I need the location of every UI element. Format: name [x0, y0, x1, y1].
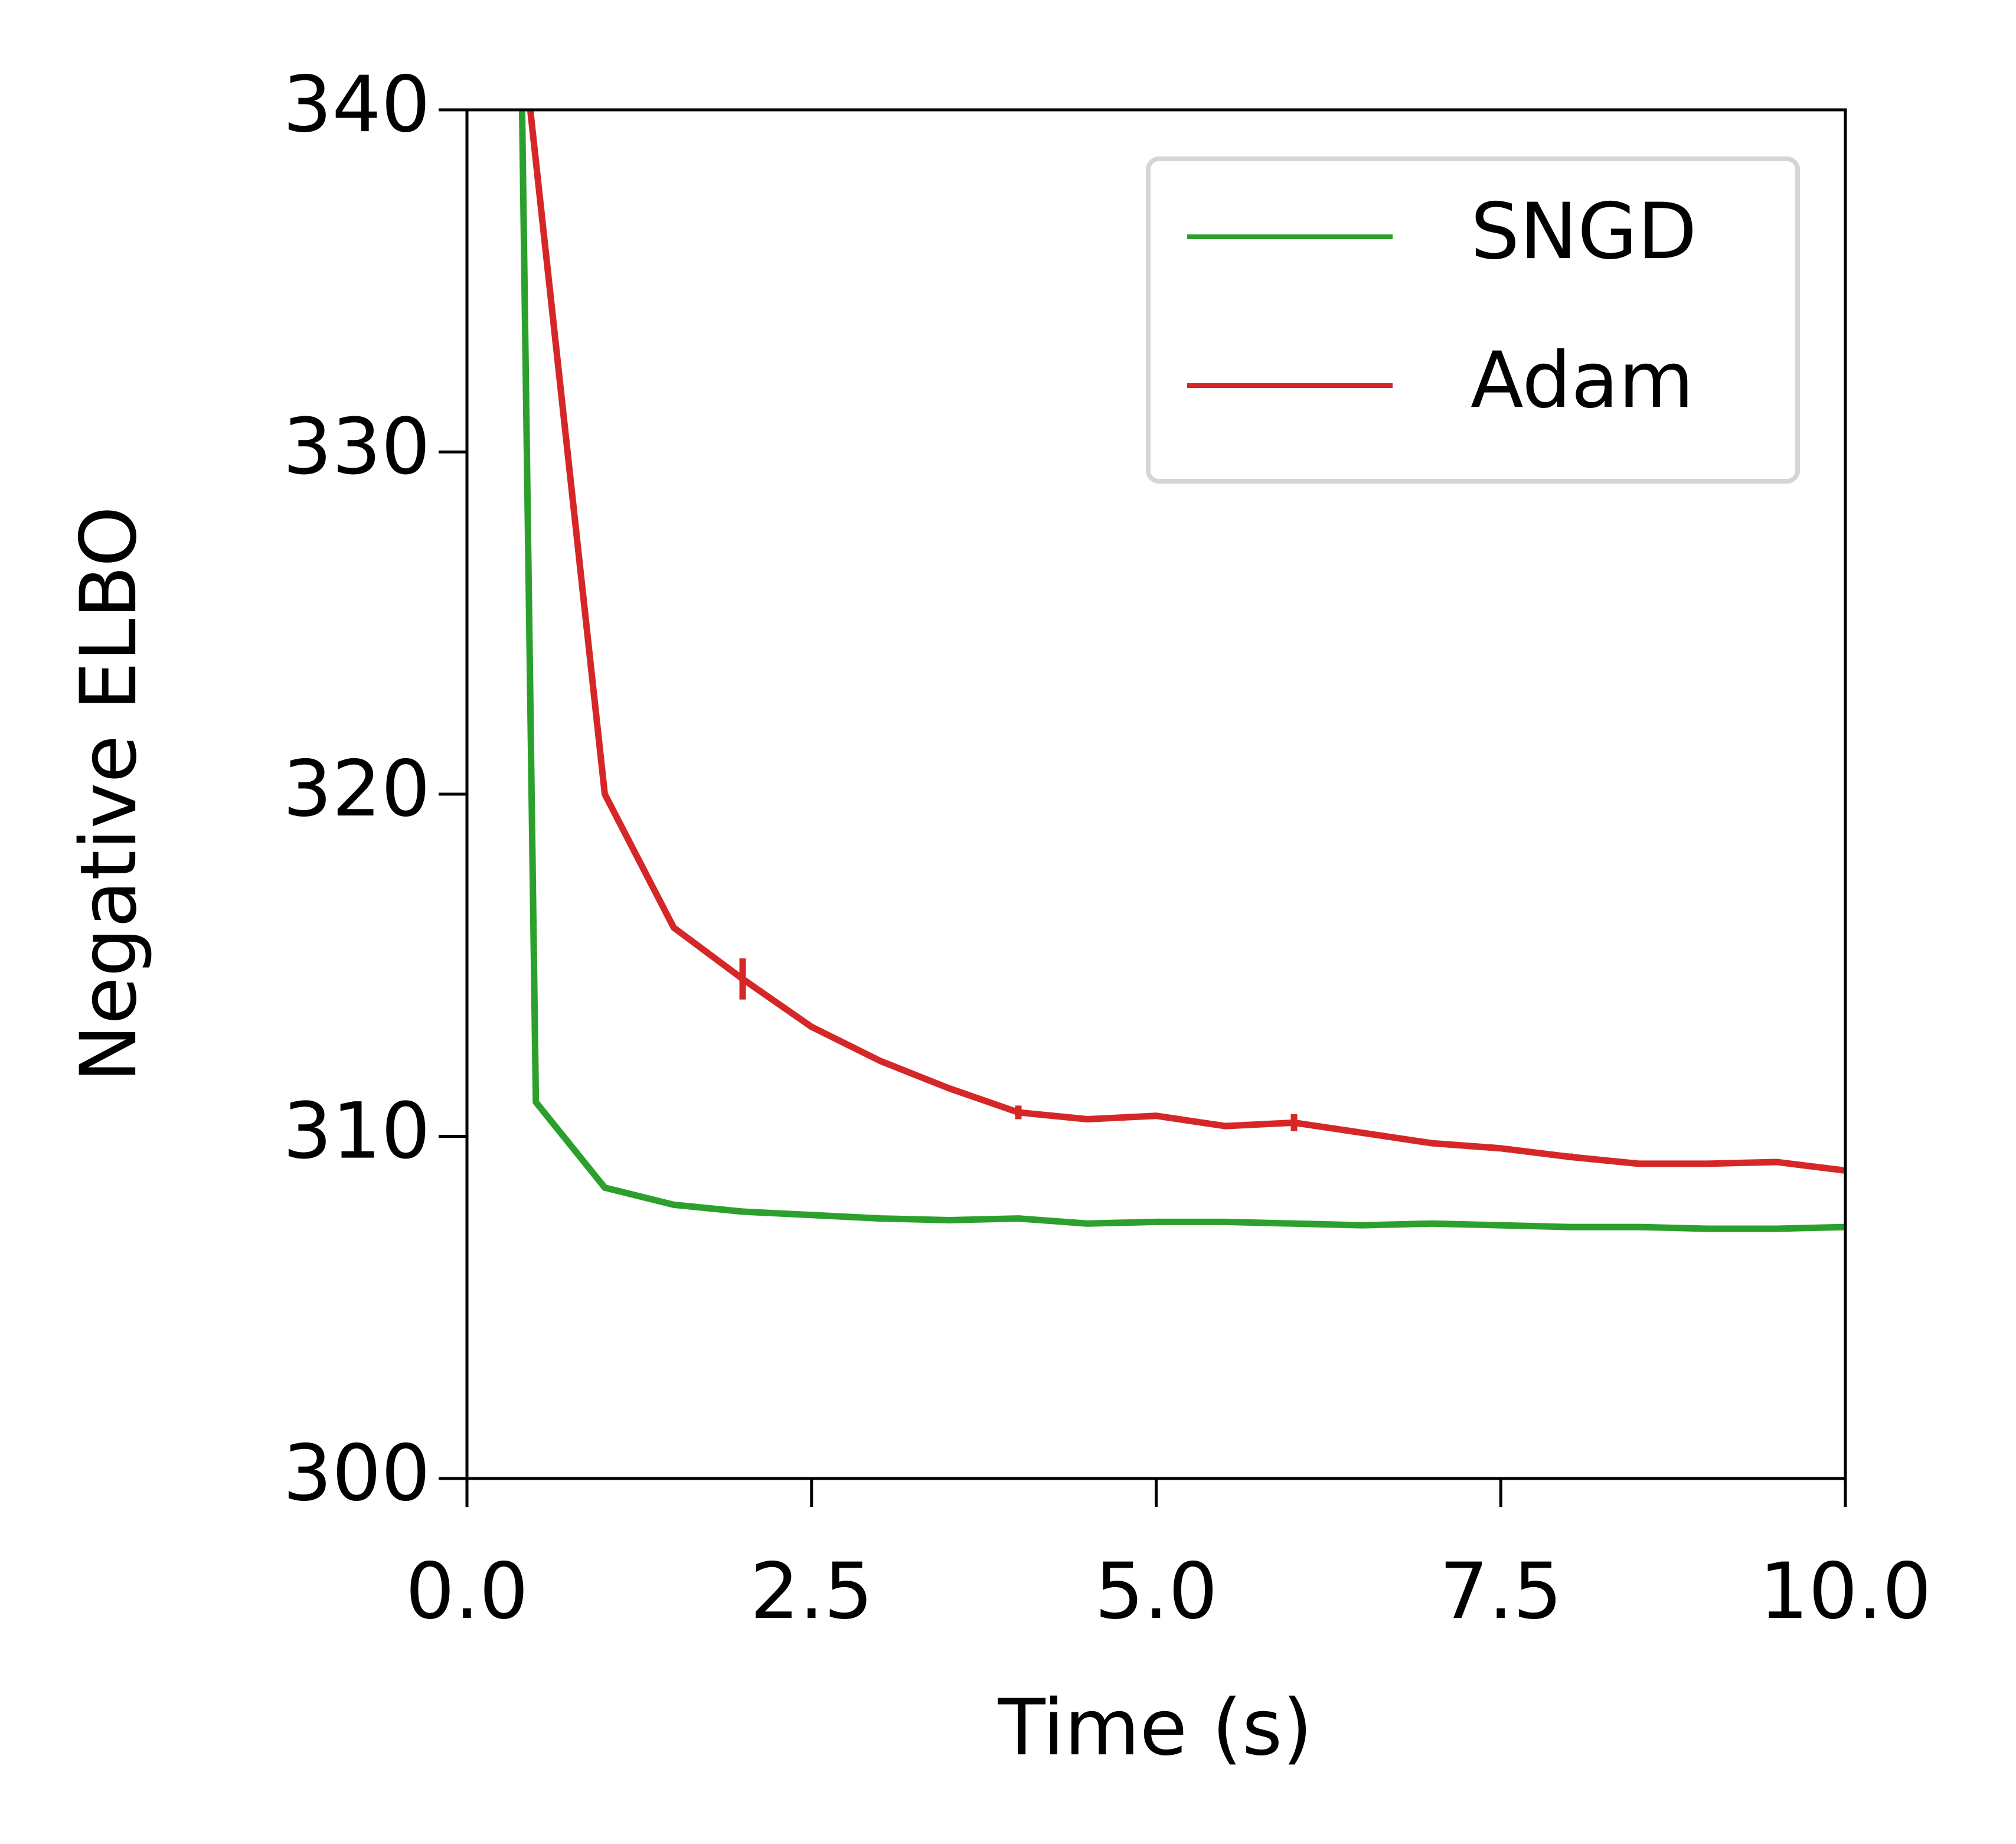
- legend-label: Adam: [1471, 335, 1694, 425]
- x-tick-label: 2.5: [750, 1546, 873, 1636]
- y-tick-label: 320: [283, 743, 430, 834]
- plot-area: [518, 110, 1845, 1232]
- x-tick-label: 5.0: [1094, 1546, 1217, 1636]
- y-tick-label: 310: [283, 1086, 430, 1176]
- y-tick-label: 340: [283, 59, 430, 149]
- series-line: [527, 110, 1845, 1174]
- legend-label: SNGD: [1471, 186, 1697, 276]
- series-line: [518, 110, 1845, 1232]
- x-tick-label: 0.0: [406, 1546, 528, 1636]
- x-axis-label: Time (s): [998, 1682, 1313, 1773]
- y-tick-label: 330: [283, 402, 430, 492]
- x-tick-label: 7.5: [1439, 1546, 1562, 1636]
- y-axis-label: Negative ELBO: [63, 506, 153, 1082]
- x-tick-label: 10.0: [1759, 1546, 1932, 1636]
- legend-box: [1146, 156, 1800, 484]
- y-tick-label: 300: [283, 1428, 430, 1518]
- plot-frame: [465, 108, 1847, 1480]
